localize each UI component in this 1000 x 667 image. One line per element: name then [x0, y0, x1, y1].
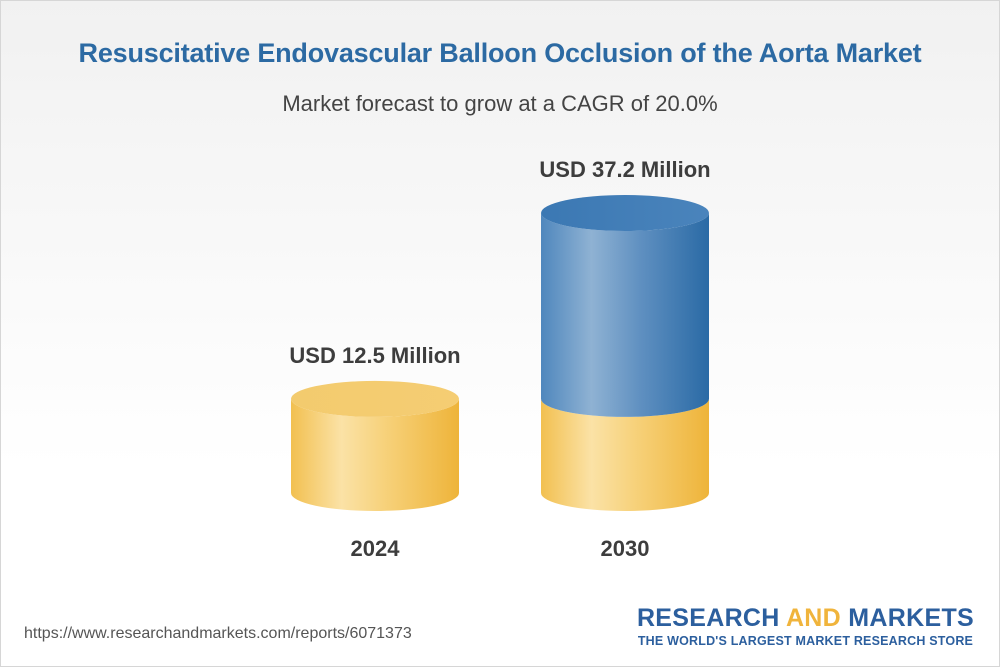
bar-top-2030: [541, 195, 709, 231]
category-label-2030: 2030: [601, 536, 650, 561]
bar-base-segment-2024: [291, 398, 459, 511]
chart-title: Resuscitative Endovascular Balloon Occlu…: [78, 38, 922, 68]
chart-subtitle: Market forecast to grow at a CAGR of 20.…: [282, 91, 718, 116]
bar-top-2024: [291, 380, 459, 417]
category-label-2024: 2024: [351, 536, 401, 561]
report-url[interactable]: https://www.researchandmarkets.com/repor…: [24, 625, 412, 642]
bar-growth-segment-2030: [541, 213, 709, 417]
bar-base-segment-2030: [541, 398, 709, 511]
brand-logo: RESEARCH AND MARKETS THE WORLD'S LARGEST…: [637, 604, 974, 650]
value-label-2024: USD 12.5 Million: [289, 343, 460, 368]
value-label-2030: USD 37.2 Million: [539, 157, 710, 182]
brand-name: RESEARCH AND MARKETS: [636, 604, 974, 632]
brand-tagline: THE WORLD'S LARGEST MARKET RESEARCH STOR…: [637, 634, 974, 648]
